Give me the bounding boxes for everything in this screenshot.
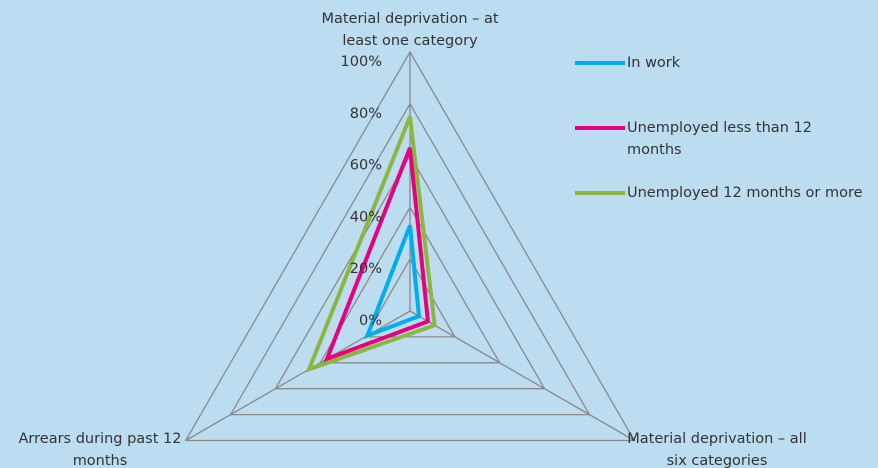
category-label: Arrears during past 12 months xyxy=(18,431,182,468)
tick-label: 60% xyxy=(350,158,382,174)
category-label: Material deprivation – at least one cate… xyxy=(321,11,499,49)
grid-ring xyxy=(274,154,546,390)
legend-label: Unemployed less than 12 months xyxy=(627,120,812,158)
axis-spoke xyxy=(409,310,635,442)
grid-ring xyxy=(184,50,636,442)
category-label: Material deprivation – all six categorie… xyxy=(627,431,807,468)
tick-label: 80% xyxy=(350,106,382,122)
legend-label: In work xyxy=(627,55,681,71)
tick-label: 100% xyxy=(341,54,382,70)
tick-label: 20% xyxy=(350,261,382,277)
grid-ring xyxy=(229,102,591,416)
series-outline xyxy=(363,224,422,340)
legend-label: Unemployed 12 months or more xyxy=(627,185,863,201)
grid-ring xyxy=(319,206,501,364)
series-outline xyxy=(323,147,431,363)
series-outline xyxy=(305,116,437,373)
tick-label: 40% xyxy=(350,209,382,225)
tick-label: 0% xyxy=(359,313,382,329)
